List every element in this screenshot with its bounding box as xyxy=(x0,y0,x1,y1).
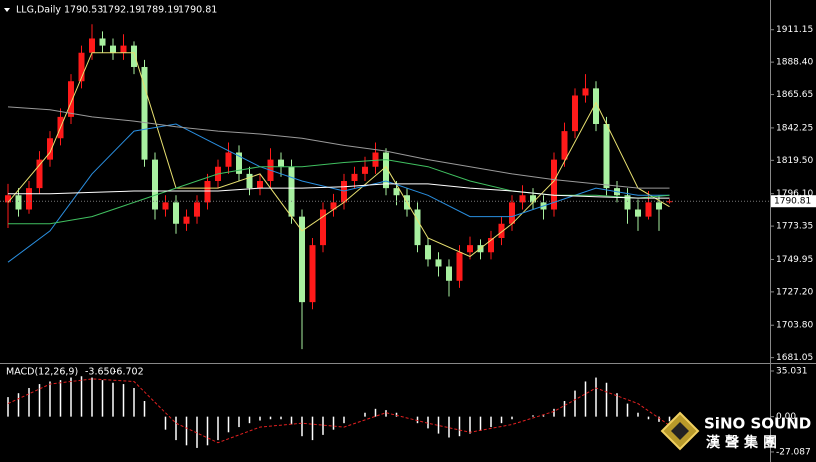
logo-inner xyxy=(671,422,689,440)
candle-body xyxy=(467,245,473,253)
candle-body xyxy=(645,202,652,217)
candle-body xyxy=(68,81,74,117)
moving-average xyxy=(7,123,670,263)
candle-body xyxy=(498,223,505,239)
signal-line xyxy=(7,378,670,444)
candle-body xyxy=(488,238,494,253)
candle-body xyxy=(173,202,179,224)
candle-body xyxy=(99,38,106,46)
logo-name: SiNO SOUND xyxy=(704,415,811,433)
y-tick-label: 1749.95 xyxy=(776,255,813,265)
y-tick-label: 1703.80 xyxy=(776,321,813,331)
current-price-box xyxy=(771,195,816,208)
candle-body xyxy=(309,245,316,303)
candle-body xyxy=(204,181,211,203)
y-tick-label: 1911.15 xyxy=(776,25,813,35)
candle-body xyxy=(225,152,232,167)
candle-body xyxy=(236,152,242,174)
candle-body xyxy=(5,195,11,203)
moving-average xyxy=(8,183,670,199)
candle-body xyxy=(530,195,536,203)
candle-body xyxy=(624,195,631,210)
candle-body xyxy=(593,88,599,124)
y-tick-label: 1865.65 xyxy=(776,90,813,100)
candle-body xyxy=(246,173,253,189)
candle-body xyxy=(194,202,200,217)
candle-body xyxy=(572,95,578,132)
y-tick-label: 1681.05 xyxy=(776,353,813,363)
y-tick-label: 1773.35 xyxy=(776,222,813,232)
candle-body xyxy=(561,131,568,160)
candle-body xyxy=(446,266,452,281)
candle-body xyxy=(131,45,137,67)
candle-body xyxy=(320,209,326,246)
candle-body xyxy=(330,202,337,210)
candle-body xyxy=(89,38,95,53)
close-value: 1790.81 xyxy=(178,5,217,16)
candle-body xyxy=(519,195,526,203)
candle-body xyxy=(110,45,116,53)
y-tick-label: 1819.50 xyxy=(776,156,813,166)
y-tick-label: 1842.25 xyxy=(776,123,813,133)
candle-body xyxy=(278,159,284,167)
signal-value: -6.702 xyxy=(113,367,144,378)
candle-body xyxy=(393,188,400,196)
candle-body xyxy=(183,216,190,224)
current-price-label: 1790.81 xyxy=(774,197,811,207)
candle-body xyxy=(288,166,295,217)
y-tick-label: 1796.10 xyxy=(776,189,813,199)
moving-average xyxy=(7,52,670,258)
high-value: 1792.19 xyxy=(102,5,141,16)
candle-body xyxy=(656,202,662,210)
candle-body xyxy=(299,216,305,303)
candle-body xyxy=(36,159,43,189)
candle-body xyxy=(635,209,641,217)
candle-body xyxy=(162,202,169,210)
chart-title: LLG,Daily xyxy=(16,5,61,16)
candle-body xyxy=(351,173,358,181)
y-tick-label: 1888.40 xyxy=(776,58,813,68)
candle-body xyxy=(603,123,610,189)
candle-body xyxy=(509,202,515,224)
candle-body xyxy=(26,188,32,210)
moving-average xyxy=(7,106,670,189)
candle-body xyxy=(435,259,442,267)
macd-value: -3.650 xyxy=(85,367,116,378)
logo: SiNO SOUND 漢聲集團 xyxy=(660,411,811,451)
candle-body xyxy=(362,166,368,174)
y-tick-label: 1727.20 xyxy=(776,287,813,297)
y-tick-label: 0.00 xyxy=(776,412,796,422)
y-tick-label: -27.087 xyxy=(776,447,811,457)
candle-body xyxy=(257,181,263,189)
candle-body xyxy=(15,195,22,210)
menu-icon xyxy=(4,8,10,12)
candle-body xyxy=(152,159,158,210)
open-value: 1790.53 xyxy=(64,5,103,16)
y-tick-label: 35.031 xyxy=(776,366,808,376)
macd-title: MACD(12,26,9) xyxy=(6,367,78,378)
candle-body xyxy=(120,45,127,53)
candle-body xyxy=(414,209,421,246)
candle-body xyxy=(551,159,557,210)
logo-subtitle: 漢聲集團 xyxy=(706,434,782,451)
candle-body xyxy=(582,88,589,96)
candle-body xyxy=(383,152,389,189)
candle-body xyxy=(47,138,53,160)
low-value: 1789.19 xyxy=(140,5,179,16)
candle-body xyxy=(425,245,431,260)
candle-body xyxy=(372,152,379,167)
candle-body xyxy=(341,181,347,203)
candle-body xyxy=(78,52,85,82)
candle-body xyxy=(456,252,463,281)
candle-body xyxy=(141,66,148,160)
